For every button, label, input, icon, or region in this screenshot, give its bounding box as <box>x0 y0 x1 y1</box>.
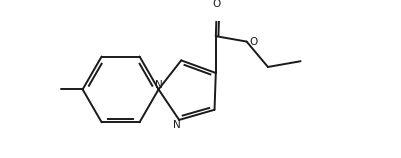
Text: N: N <box>173 120 181 130</box>
Text: O: O <box>213 0 221 9</box>
Text: N: N <box>156 80 163 90</box>
Text: O: O <box>250 37 258 47</box>
